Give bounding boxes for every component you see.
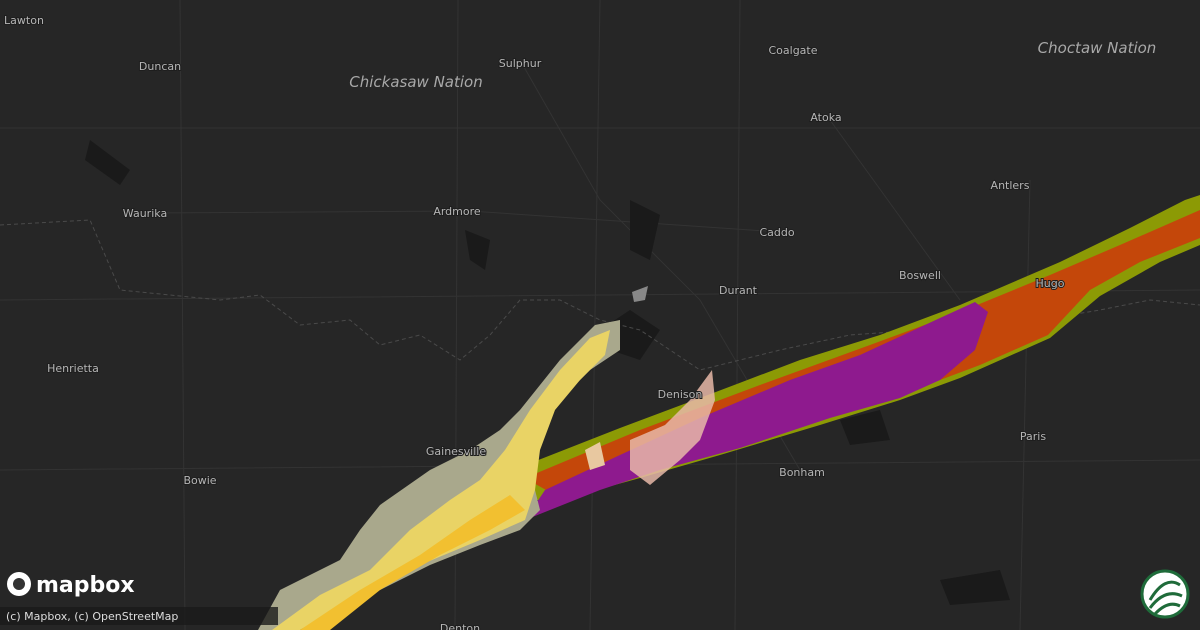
mapbox-logo: mapbox [7, 572, 135, 598]
site-badge [1140, 569, 1190, 619]
region-label: Choctaw Nation [1038, 39, 1157, 57]
place-label: Paris [1020, 430, 1046, 443]
place-label: Denton [440, 622, 480, 630]
place-label: Caddo [759, 226, 794, 239]
place-label: Hugo [1036, 277, 1065, 290]
swath-patch [630, 370, 715, 485]
place-label: Durant [719, 284, 758, 297]
swath-hail-core [300, 495, 525, 630]
swath-hail [272, 330, 610, 630]
storm-swath [258, 195, 1200, 630]
place-label: Sulphur [499, 57, 542, 70]
place-label: Waurika [123, 207, 167, 220]
place-label: Duncan [139, 60, 181, 73]
swath-patch [585, 442, 605, 470]
place-label: Bonham [779, 466, 825, 479]
place-label: Bowie [183, 474, 216, 487]
place-label: Boswell [899, 269, 941, 282]
place-label: Coalgate [768, 44, 817, 57]
place-label: Ardmore [433, 205, 481, 218]
attribution-background [0, 607, 278, 625]
badge-icon [1148, 580, 1183, 616]
place-labels: Lawton Duncan Chickasaw Nation Sulphur C… [3, 13, 1157, 630]
place-label: Atoka [810, 111, 841, 124]
place-label: Gainesville [426, 445, 486, 458]
lake-patch [632, 286, 648, 302]
place-label: Denison [658, 388, 703, 401]
swath-hail-outer [258, 320, 620, 630]
state-border [0, 219, 1200, 371]
place-label: Antlers [991, 179, 1030, 192]
region-label: Chickasaw Nation [349, 73, 482, 91]
logo-text: mapbox [36, 573, 135, 598]
attribution: (c) Mapbox, (c) OpenStreetMap [6, 610, 178, 623]
place-label: Lawton [4, 14, 44, 27]
place-label: Henrietta [47, 362, 99, 375]
logo-icon-inner [13, 578, 25, 590]
